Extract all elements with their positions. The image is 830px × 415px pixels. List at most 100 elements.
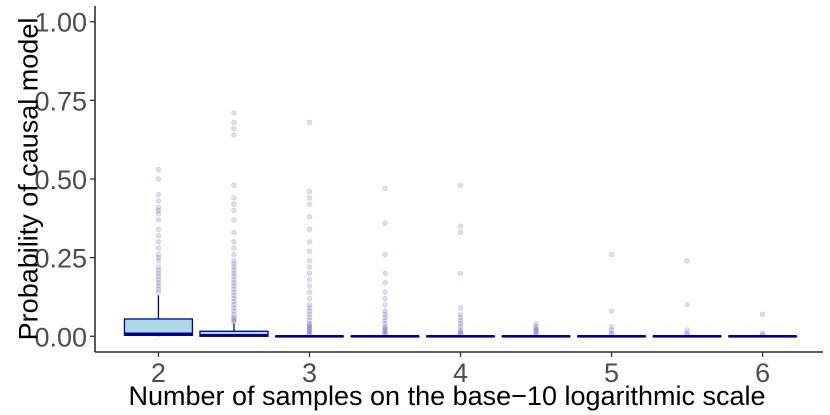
outlier-point — [231, 286, 237, 292]
box-group — [727, 311, 798, 338]
outlier-point — [457, 317, 464, 324]
outlier-point — [457, 327, 464, 333]
outlier-point — [306, 325, 313, 332]
outlier-point — [231, 201, 237, 207]
outlier-point — [155, 254, 162, 261]
outlier-point — [306, 295, 313, 302]
outlier-point — [608, 324, 615, 330]
outlier-point — [457, 328, 464, 335]
outlier-point — [306, 302, 313, 308]
x-tick-label: 6 — [755, 358, 770, 388]
outlier-point — [155, 279, 162, 286]
outlier-point — [155, 198, 162, 204]
outlier-point — [155, 286, 162, 292]
outlier-point — [684, 327, 690, 333]
outlier-point — [306, 248, 313, 255]
box-group — [199, 110, 269, 337]
outlier-point — [155, 191, 162, 198]
outlier-point — [231, 316, 237, 322]
outlier-point — [608, 327, 615, 333]
outlier-point — [231, 125, 237, 132]
box-group — [274, 119, 345, 338]
outlier-point — [608, 251, 615, 258]
box-group — [501, 320, 571, 338]
outlier-point — [306, 213, 313, 220]
y-tick-label: 1.00 — [34, 8, 87, 38]
outlier-point — [231, 245, 237, 252]
outlier-point — [382, 320, 388, 327]
outlier-point — [382, 317, 388, 324]
box-group — [576, 251, 647, 338]
outlier-point — [155, 210, 162, 217]
outlier-point — [306, 239, 313, 245]
outlier-point — [155, 239, 162, 245]
outlier-point — [231, 251, 237, 258]
outlier-point — [457, 311, 464, 318]
outlier-point — [382, 295, 388, 302]
outlier-point — [306, 308, 313, 314]
outlier-point — [306, 201, 313, 207]
y-axis-title: Probability of causal model — [13, 18, 43, 341]
outlier-point — [155, 207, 162, 214]
x-tick-label: 3 — [302, 358, 317, 388]
outlier-point — [155, 166, 162, 173]
outlier-point — [306, 311, 313, 318]
outlier-point — [231, 311, 237, 318]
outlier-point — [382, 302, 388, 308]
outlier-point — [306, 195, 313, 201]
outlier-point — [457, 223, 464, 229]
outlier-point — [382, 220, 388, 226]
outlier-point — [306, 317, 313, 324]
outlier-point — [382, 324, 388, 330]
x-axis-title: Number of samples on the base−10 logarit… — [128, 381, 765, 411]
outlier-point — [457, 324, 464, 330]
outlier-point — [231, 267, 237, 274]
outlier-point — [155, 283, 162, 289]
outlier-point — [306, 264, 313, 270]
outlier-point — [382, 328, 388, 335]
outlier-point — [155, 264, 162, 270]
outlier-point — [533, 324, 539, 330]
y-tick-label: 0.00 — [34, 322, 87, 352]
outlier-point — [306, 322, 313, 329]
outlier-point — [382, 308, 388, 314]
outlier-point — [382, 311, 388, 318]
outlier-point — [155, 257, 162, 264]
y-tick-label: 0.25 — [34, 244, 87, 274]
outlier-point — [382, 325, 388, 332]
outlier-point — [608, 308, 615, 314]
outlier-point — [155, 176, 162, 182]
outlier-point — [231, 132, 237, 138]
outlier-point — [155, 270, 162, 277]
outlier-point — [231, 305, 237, 311]
outlier-point — [306, 320, 313, 327]
outlier-point — [231, 217, 237, 223]
outlier-point — [457, 270, 464, 277]
outlier-point — [457, 229, 464, 236]
outlier-point — [231, 207, 237, 214]
outlier-point — [155, 289, 162, 296]
y-tick-label: 0.50 — [34, 165, 87, 195]
outlier-point — [155, 226, 162, 233]
outlier-point — [231, 302, 237, 308]
outlier-point — [533, 327, 539, 333]
outlier-point — [382, 289, 388, 296]
outlier-point — [306, 257, 313, 264]
y-axis-ticks: 0.00 0.25 0.50 0.75 1.00 — [34, 8, 95, 352]
outlier-point — [306, 327, 313, 333]
outlier-point — [231, 298, 237, 305]
outlier-point — [231, 289, 237, 296]
outlier-point — [306, 328, 313, 335]
outlier-point — [231, 273, 237, 280]
outlier-point — [231, 257, 237, 264]
outlier-point — [155, 267, 162, 274]
outlier-point — [231, 261, 237, 267]
outlier-point — [306, 289, 313, 296]
outlier-point — [155, 245, 162, 252]
outlier-point — [306, 270, 313, 277]
outlier-point — [382, 270, 388, 277]
outlier-point — [231, 292, 237, 299]
outlier-point — [231, 314, 237, 321]
outlier-point — [306, 188, 313, 195]
box-group — [123, 166, 194, 337]
